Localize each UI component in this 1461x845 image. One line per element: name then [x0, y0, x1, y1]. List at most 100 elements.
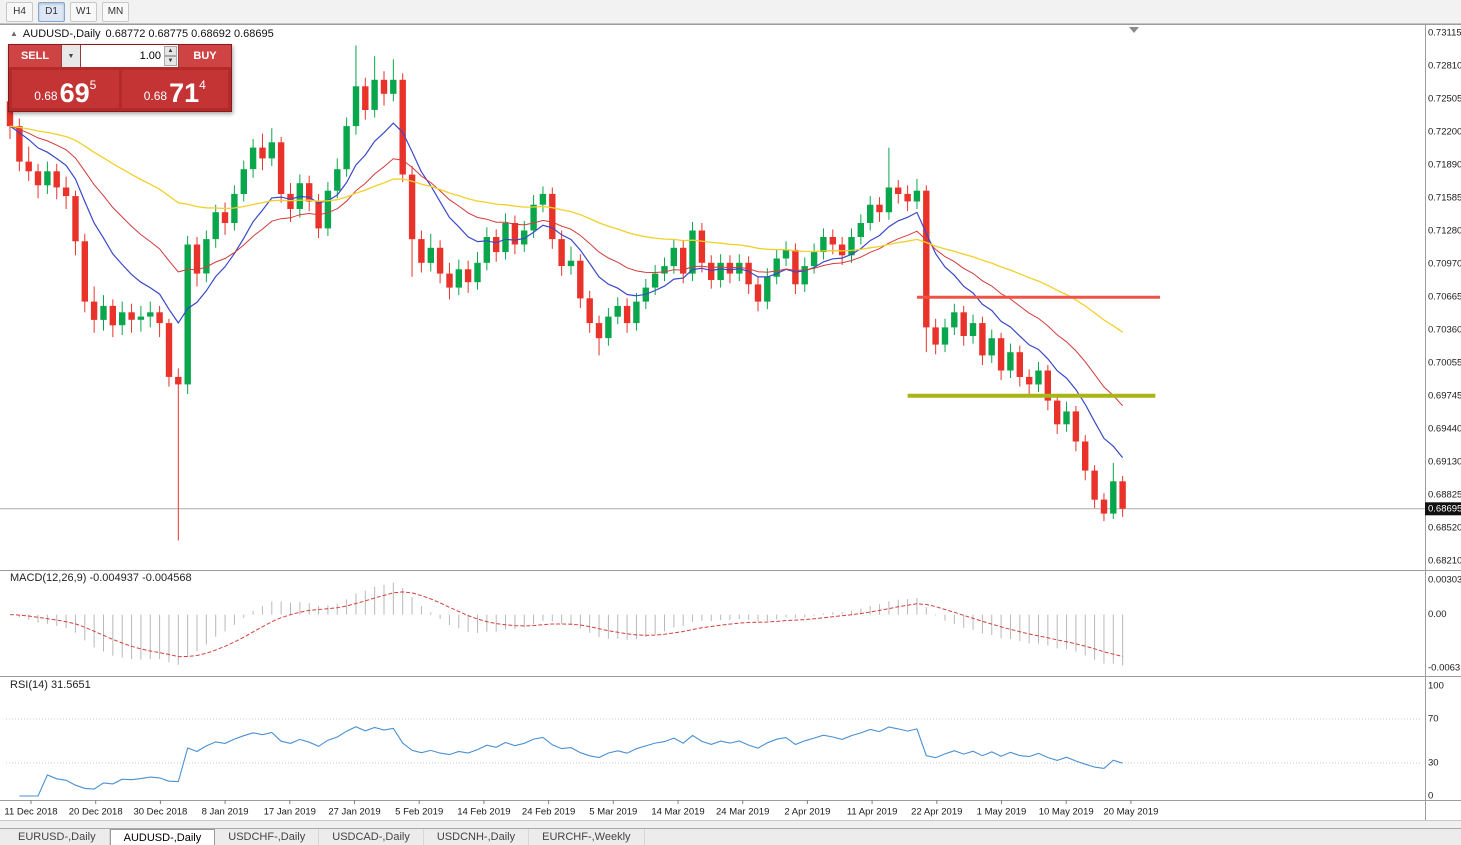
macd-axis-label: -0.006315	[1428, 663, 1461, 674]
time-axis-label: 5 Feb 2019	[395, 807, 443, 818]
time-axis-label: 20 Dec 2018	[69, 807, 123, 818]
scroll-marker-icon[interactable]	[1129, 27, 1139, 33]
tab-usdcad-daily[interactable]: USDCAD-,Daily	[319, 829, 424, 845]
rsi-axis-label: 100	[1428, 681, 1444, 692]
candle-body	[287, 193, 294, 209]
candle-body	[34, 171, 42, 186]
buy-price-big: 71	[169, 77, 200, 108]
buy-price-button[interactable]: 0.68 71 4	[121, 70, 228, 108]
price-axis-label: 0.70360	[1428, 325, 1461, 336]
candle-body	[969, 323, 977, 336]
candle-body	[820, 237, 827, 253]
time-axis-label: 8 Jan 2019	[202, 807, 249, 818]
candle-body	[577, 260, 584, 299]
buy-price-prefix: 0.68	[143, 89, 168, 103]
candle-body	[147, 312, 154, 317]
ma-mid-line	[9, 125, 1123, 407]
price-axis-label: 0.68210	[1428, 556, 1461, 567]
chart-tab-bar: EURUSD-,Daily AUDUSD-,Daily USDCHF-,Dail…	[0, 828, 1461, 845]
volume-input[interactable]	[81, 45, 178, 67]
tab-usdchf-daily[interactable]: USDCHF-,Daily	[215, 829, 320, 845]
candle-body	[119, 312, 126, 326]
candle-body	[979, 323, 986, 356]
candle-body	[997, 338, 1005, 371]
timeframe-button-h4[interactable]: H4	[6, 1, 33, 22]
candle-body	[362, 86, 369, 110]
price-axis-label: 0.70055	[1428, 358, 1461, 369]
time-axis-label: 2 Apr 2019	[784, 807, 830, 818]
candles-layer	[6, 45, 1126, 541]
one-click-toggle-icon[interactable]: ▲	[10, 29, 18, 38]
price-axis-label: 0.71585	[1428, 193, 1461, 204]
buy-button[interactable]: BUY	[179, 45, 231, 67]
volume-dropdown-button[interactable]: ▼	[61, 45, 80, 67]
time-axis-label: 22 Apr 2019	[911, 807, 962, 818]
candle-body	[605, 316, 612, 339]
time-axis-label: 14 Mar 2019	[651, 807, 704, 818]
rsi-line	[19, 726, 1123, 797]
candle-body	[1110, 481, 1117, 514]
candle-body	[754, 284, 762, 302]
rsi-axis-label: 0	[1428, 791, 1433, 802]
time-axis-label: 1 May 2019	[977, 807, 1027, 818]
candle-body	[1091, 470, 1098, 500]
time-axis-label: 11 Apr 2019	[847, 807, 898, 818]
candle-body	[464, 269, 472, 283]
price-axis-label: 0.73115	[1428, 28, 1461, 39]
sell-price-button[interactable]: 0.68 69 5	[12, 70, 119, 108]
candle-body	[352, 86, 360, 127]
candle-body	[390, 79, 397, 94]
one-click-trading-panel: SELL ▼ ▲ ▼ BUY 0.68 69 5 0.68 71	[8, 44, 232, 112]
candle-body	[249, 147, 257, 170]
candle-body	[530, 204, 537, 231]
spin-up-icon[interactable]: ▲	[164, 46, 177, 56]
timeframe-button-d1[interactable]: D1	[38, 1, 65, 22]
timeframe-button-w1[interactable]: W1	[70, 1, 97, 22]
candle-body	[773, 258, 780, 277]
timeframe-button-mn[interactable]: MN	[102, 1, 129, 22]
time-axis-label: 24 Feb 2019	[522, 807, 575, 818]
bottom-strip	[0, 820, 1461, 828]
candle-body	[876, 204, 883, 213]
candle-body	[511, 223, 519, 245]
sell-price-prefix: 0.68	[34, 89, 58, 103]
macd-indicator-label: MACD(12,26,9) -0.004937 -0.004568	[10, 572, 192, 584]
candle-body	[1035, 370, 1042, 385]
spin-down-icon[interactable]: ▼	[164, 56, 177, 66]
current-price-tag	[1425, 502, 1461, 516]
candle-body	[418, 239, 425, 263]
candle-body	[904, 193, 911, 202]
sell-price-sup: 5	[89, 78, 97, 92]
tab-usdcnh-daily[interactable]: USDCNH-,Daily	[424, 829, 530, 845]
candle-body	[334, 169, 341, 191]
candle-body	[885, 187, 893, 213]
candle-body	[726, 262, 734, 274]
price-axis-label: 0.71280	[1428, 226, 1461, 237]
tab-audusd-daily[interactable]: AUDUSD-,Daily	[109, 829, 216, 845]
candle-body	[277, 142, 285, 194]
sell-button[interactable]: SELL	[9, 45, 61, 67]
candle-body	[109, 305, 116, 326]
candle-body	[90, 301, 98, 320]
candle-body	[951, 312, 958, 328]
one-click-top-row: SELL ▼ ▲ ▼ BUY	[9, 45, 231, 67]
candle-body	[558, 239, 565, 266]
candle-body	[25, 161, 32, 172]
candle-body	[838, 244, 846, 256]
candle-body	[792, 249, 799, 285]
tab-eurusd-daily[interactable]: EURUSD-,Daily	[5, 829, 110, 845]
candle-body	[1119, 481, 1126, 509]
candle-body	[371, 79, 378, 110]
price-axis-label: 0.70970	[1428, 259, 1461, 270]
tab-eurchf-weekly[interactable]: EURCHF-,Weekly	[529, 829, 645, 845]
price-axis[interactable]: 0.73115 0.72810 0.72505 0.72200 0.71890 0.715…	[1425, 28, 1461, 802]
candle-body	[932, 327, 939, 345]
candle-body	[567, 260, 575, 267]
candle-body	[623, 305, 631, 324]
time-axis[interactable]: 11 Dec 2018 20 Dec 2018 30 Dec 2018 8 Jan 2…	[4, 800, 1158, 818]
candle-body	[1100, 499, 1108, 514]
candle-body	[203, 239, 210, 274]
candle-body	[427, 247, 434, 263]
buy-price-sup: 4	[199, 78, 206, 92]
